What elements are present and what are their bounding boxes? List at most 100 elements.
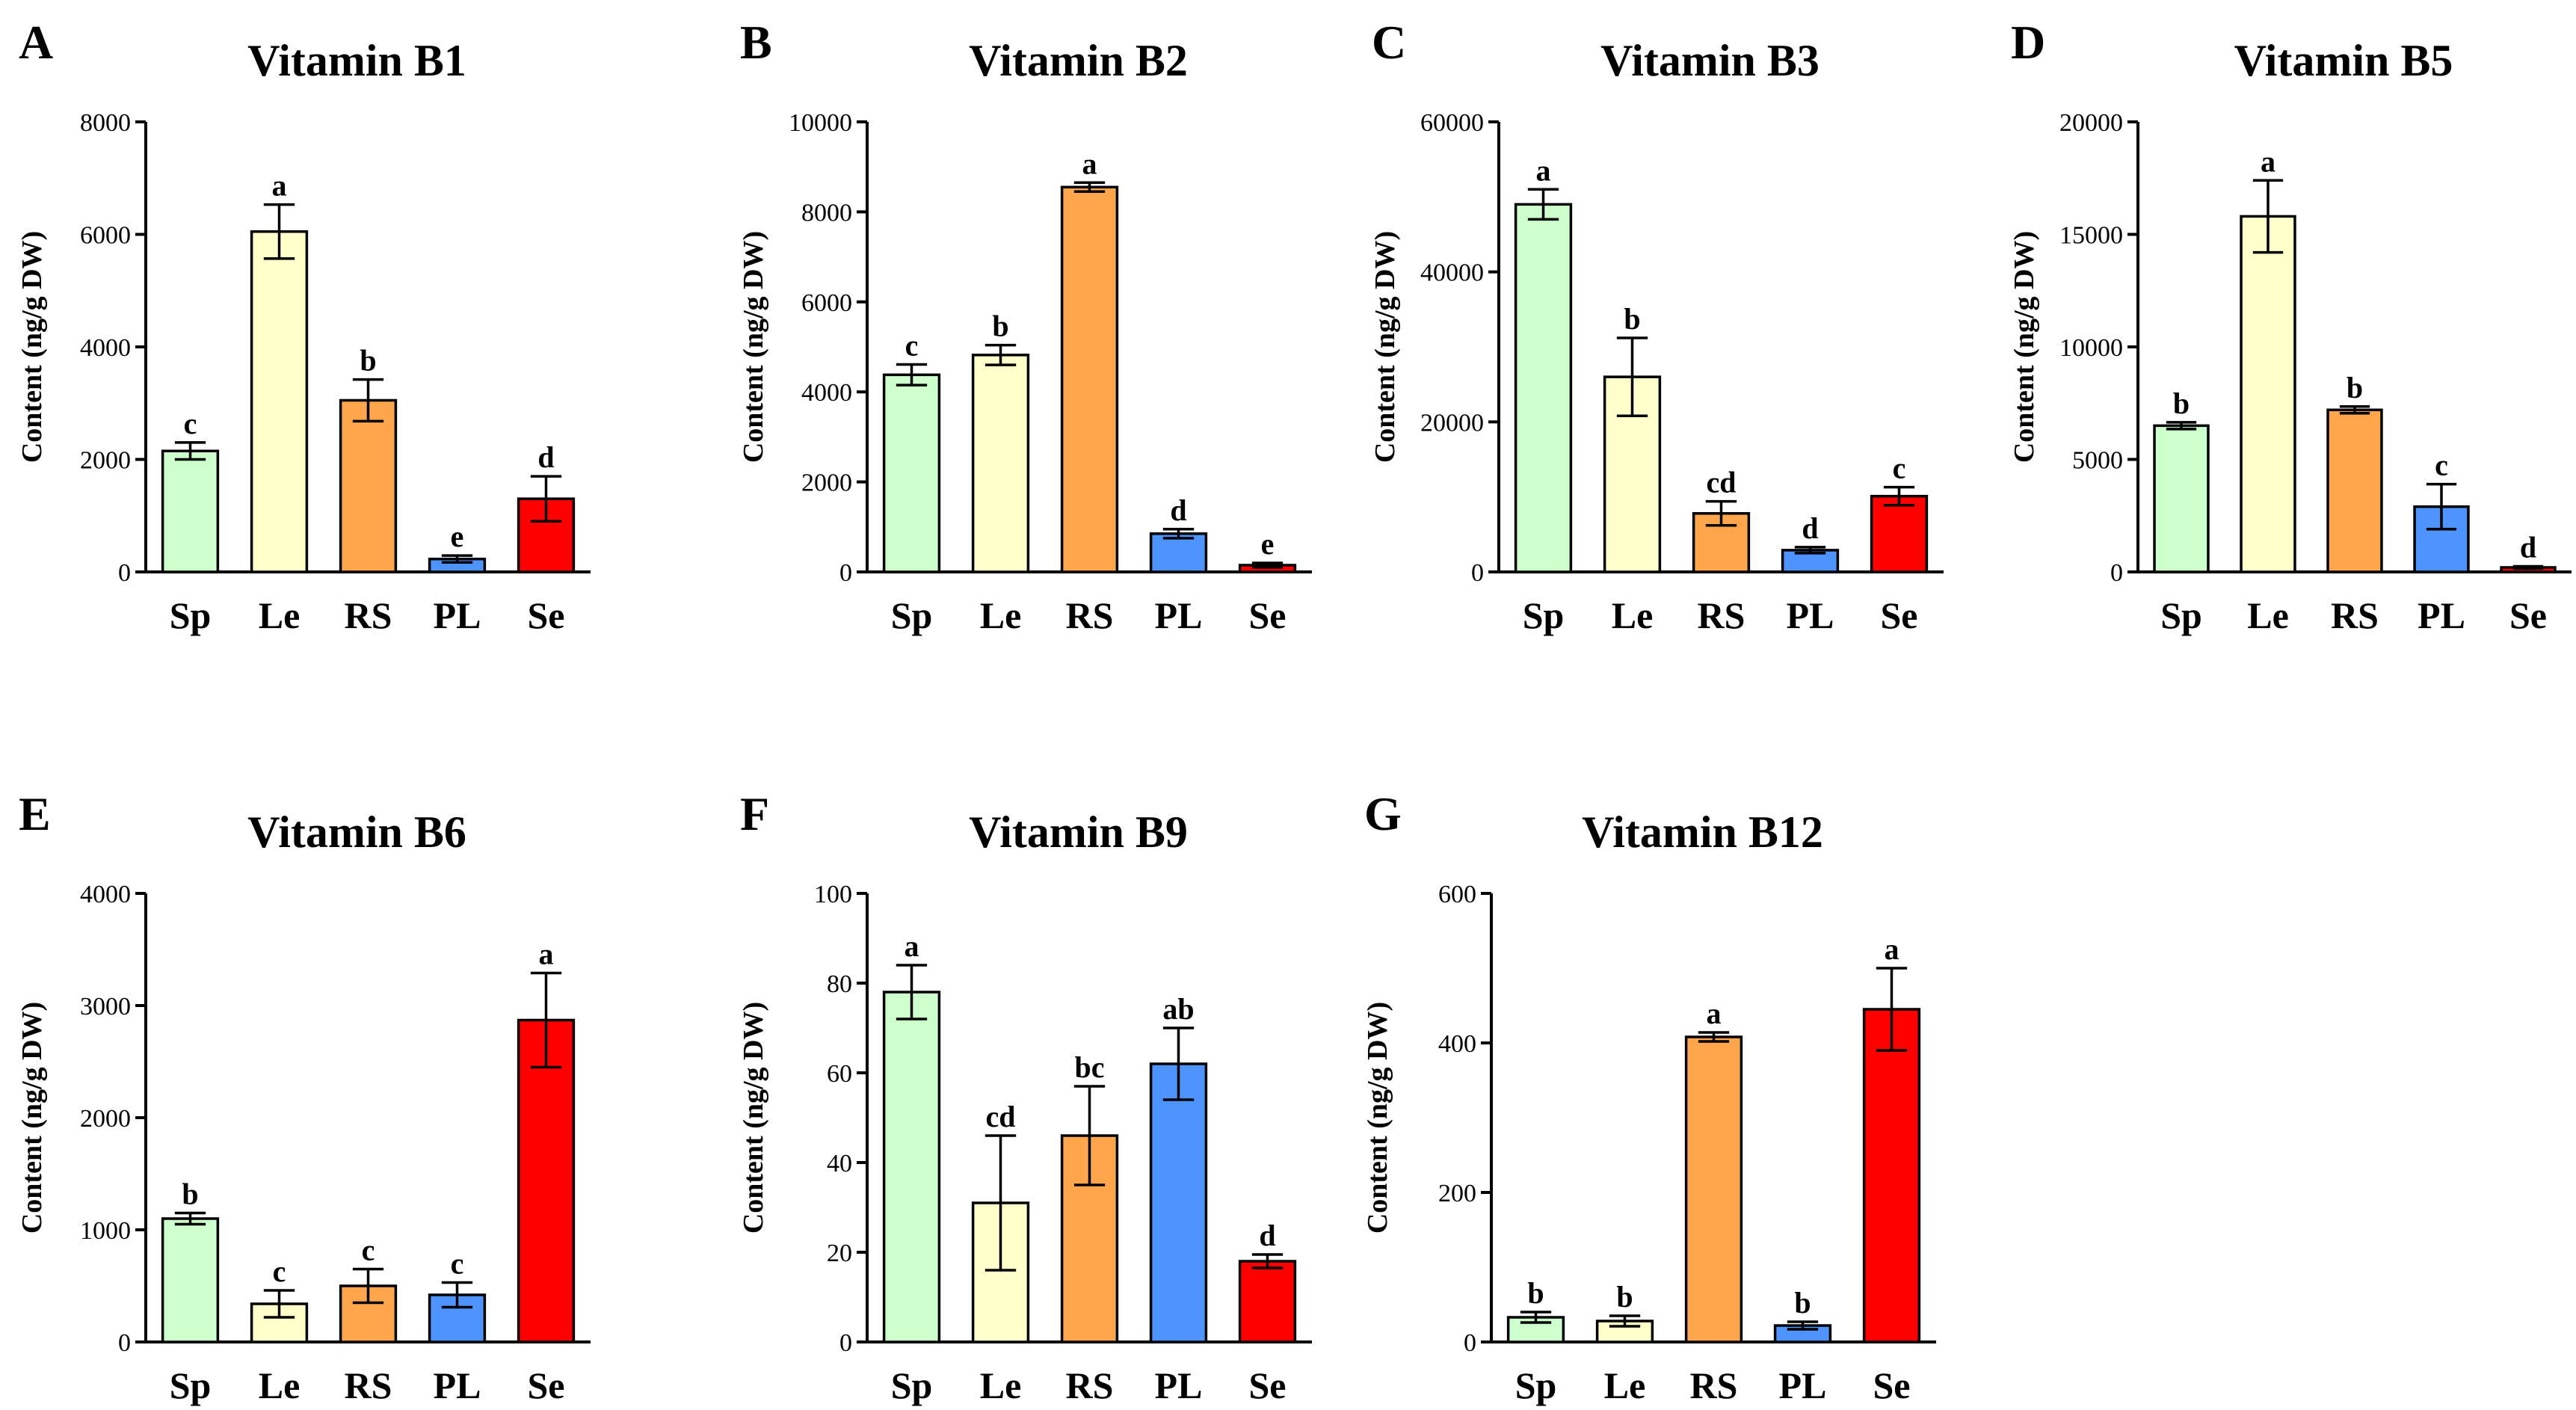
significance-label: a bbox=[539, 938, 554, 971]
chart-title-c: Vitamin B3 bbox=[1600, 36, 1819, 85]
y-tick-label: 20 bbox=[827, 1240, 852, 1267]
bar-pl bbox=[1149, 532, 1208, 573]
chart-title-d: Vitamin B5 bbox=[2234, 36, 2453, 85]
chart-panel-f: F Vitamin B9 Content (ng/g DW) 0 20 40 60 80 100… bbox=[738, 787, 1312, 1406]
chart-panel-c: C Vitamin B3 Content (ng/g DW) 0 20000 40000 6… bbox=[1369, 16, 1944, 636]
x-tick-label: Se bbox=[528, 1364, 565, 1406]
y-axis-title-f: Content (ng/g DW) bbox=[738, 1002, 769, 1234]
y-tick-label: 0 bbox=[1464, 1329, 1476, 1357]
y-tick-label: 4000 bbox=[801, 379, 852, 407]
significance-label: d bbox=[537, 440, 554, 474]
x-tick-label: Le bbox=[980, 1364, 1022, 1406]
x-tick-label: RS bbox=[2331, 594, 2379, 636]
significance-label: e bbox=[1261, 527, 1275, 561]
chart-title-e: Vitamin B6 bbox=[247, 807, 466, 857]
chart-title-g: Vitamin B12 bbox=[1582, 807, 1823, 857]
x-tick-label: RS bbox=[1690, 1364, 1738, 1406]
panel-letter-a: A bbox=[19, 16, 53, 69]
x-tick-label: Sp bbox=[1523, 594, 1565, 636]
x-tick-label: PL bbox=[1787, 594, 1834, 636]
x-tick-label: Le bbox=[1604, 1364, 1646, 1406]
x-tick-label: RS bbox=[1066, 1364, 1114, 1406]
significance-label: a bbox=[2261, 144, 2275, 178]
y-tick-label: 600 bbox=[1438, 881, 1476, 908]
bar-le bbox=[2240, 215, 2296, 573]
y-tick-label: 2000 bbox=[80, 1105, 131, 1133]
x-tick-label: Le bbox=[980, 594, 1022, 636]
y-tick-label: 60 bbox=[827, 1060, 852, 1088]
significance-label: b bbox=[182, 1177, 198, 1211]
bar-se bbox=[1862, 1008, 1921, 1343]
bar-sp bbox=[161, 1217, 220, 1343]
x-tick-label: Le bbox=[2247, 594, 2289, 636]
significance-label: a bbox=[905, 929, 919, 963]
y-tick-label: 0 bbox=[2110, 559, 2123, 587]
significance-label: a bbox=[1536, 153, 1551, 187]
significance-label: b bbox=[2173, 387, 2190, 420]
significance-label: cd bbox=[986, 1100, 1016, 1133]
y-axis-title-d: Content (ng/g DW) bbox=[2009, 231, 2040, 463]
chart-title-b: Vitamin B2 bbox=[969, 36, 1188, 85]
y-tick-label: 15000 bbox=[2059, 222, 2123, 250]
chart-panel-a: A Vitamin B1 Content (ng/g DW) 0 2000 4000 600… bbox=[16, 16, 591, 636]
y-tick-label: 6000 bbox=[801, 289, 852, 317]
bar-le bbox=[250, 230, 309, 573]
chart-title-a: Vitamin B1 bbox=[247, 36, 466, 85]
x-tick-label: PL bbox=[1155, 594, 1203, 636]
significance-label: b bbox=[1527, 1276, 1544, 1310]
x-tick-label: RS bbox=[1698, 594, 1745, 636]
bar-sp bbox=[882, 373, 941, 573]
y-tick-label: 10000 bbox=[789, 109, 852, 137]
bar-rs bbox=[1684, 1035, 1743, 1343]
y-tick-label: 10000 bbox=[2059, 334, 2123, 362]
x-tick-label: Le bbox=[1612, 594, 1654, 636]
y-tick-label: 60000 bbox=[1420, 109, 1484, 137]
significance-label: d bbox=[2520, 530, 2536, 564]
significance-label: c bbox=[451, 1247, 464, 1281]
bar-rs bbox=[1060, 185, 1119, 573]
y-axis-title-c: Content (ng/g DW) bbox=[1369, 231, 1401, 463]
x-tick-label: PL bbox=[434, 594, 481, 636]
y-tick-label: 3000 bbox=[80, 993, 131, 1020]
significance-label: a bbox=[1885, 932, 1899, 966]
y-tick-label: 0 bbox=[839, 1329, 852, 1357]
panel-letter-b: B bbox=[740, 16, 772, 69]
x-tick-label: Se bbox=[1873, 1364, 1911, 1406]
panel-letter-f: F bbox=[740, 787, 769, 840]
chart-panel-d: D Vitamin B5 Content (ng/g DW) 0 5000 10000 15… bbox=[2009, 16, 2572, 636]
significance-label: e bbox=[451, 520, 464, 553]
y-tick-label: 8000 bbox=[80, 109, 131, 137]
bar-pl bbox=[1149, 1062, 1208, 1343]
x-tick-label: Sp bbox=[1515, 1364, 1557, 1406]
significance-label: c bbox=[362, 1234, 375, 1267]
x-tick-label: Se bbox=[1249, 594, 1287, 636]
bar-rs bbox=[1692, 511, 1751, 573]
significance-label: b bbox=[360, 344, 376, 378]
x-tick-label: PL bbox=[1779, 1364, 1827, 1406]
significance-label: a bbox=[1707, 997, 1722, 1030]
significance-label: b bbox=[1624, 302, 1640, 336]
y-tick-label: 6000 bbox=[80, 222, 131, 250]
y-tick-label: 80 bbox=[827, 970, 852, 998]
y-tick-label: 2000 bbox=[801, 470, 852, 497]
y-tick-label: 0 bbox=[118, 559, 131, 587]
x-tick-label: Se bbox=[2509, 594, 2547, 636]
bar-se bbox=[1238, 1260, 1297, 1343]
bar-rs bbox=[2326, 408, 2383, 573]
y-tick-label: 20000 bbox=[2059, 109, 2123, 137]
chart-panel-g: G Vitamin B12 Content (ng/g DW) 0 200 400 600 b… bbox=[1362, 787, 1936, 1406]
y-tick-label: 400 bbox=[1438, 1030, 1476, 1058]
panel-letter-e: E bbox=[19, 787, 51, 840]
y-tick-label: 2000 bbox=[80, 447, 131, 475]
x-tick-label: Sp bbox=[2160, 594, 2202, 636]
bar-se bbox=[517, 1018, 576, 1343]
bar-sp bbox=[882, 991, 941, 1343]
x-tick-label: Sp bbox=[891, 594, 933, 636]
significance-label: b bbox=[1616, 1280, 1633, 1314]
panel-letter-c: C bbox=[1372, 16, 1406, 69]
significance-label: c bbox=[2435, 449, 2448, 482]
x-tick-label: PL bbox=[1155, 1364, 1203, 1406]
y-tick-label: 8000 bbox=[801, 199, 852, 227]
significance-label: d bbox=[1259, 1219, 1275, 1252]
